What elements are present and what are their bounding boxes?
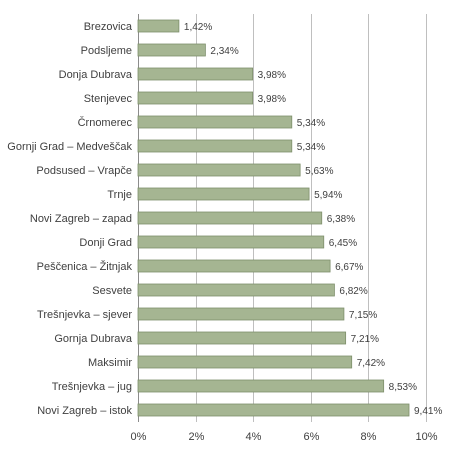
category-label: Trnje <box>107 189 132 201</box>
value-label: 6,45% <box>329 238 357 249</box>
value-label: 7,21% <box>351 334 379 345</box>
category-label: Peščenica – Žitnjak <box>37 260 133 273</box>
bar <box>137 91 254 105</box>
bar <box>137 355 353 369</box>
bar <box>137 139 293 153</box>
category-label: Trešnjevka – sjever <box>37 309 132 321</box>
category-label: Novi Zagreb – zapad <box>30 213 132 225</box>
bar <box>137 19 180 33</box>
value-label: 2,34% <box>210 46 238 57</box>
category-label: Maksimir <box>88 357 132 369</box>
value-label: 6,67% <box>335 262 363 273</box>
bar <box>137 235 325 249</box>
bar <box>137 283 335 297</box>
value-labels: 1,42% 2,34% 3,98% 3,98% 5,34% 5,34% 5,63% 5,94%… <box>184 22 443 417</box>
bar <box>137 403 410 417</box>
bar <box>137 307 345 321</box>
value-label: 3,98% <box>258 70 286 81</box>
value-label: 5,63% <box>305 166 333 177</box>
x-tick-label: 4% <box>246 431 262 443</box>
bar <box>137 43 206 57</box>
x-axis-tick-labels: 0% 2% 4% 6% 8% 10% <box>131 431 438 443</box>
bar <box>137 187 310 201</box>
category-label: Donji Grad <box>79 237 132 249</box>
category-label: Gornji Grad – Medveščak <box>7 141 132 153</box>
value-label: 9,41% <box>414 406 442 417</box>
bar <box>137 67 254 81</box>
value-label: 6,82% <box>339 286 367 297</box>
value-label: 6,38% <box>327 214 355 225</box>
value-label: 5,34% <box>297 118 325 129</box>
x-tick-label: 2% <box>189 431 205 443</box>
value-label: 5,94% <box>314 190 342 201</box>
bar <box>137 259 331 273</box>
category-label: Stenjevec <box>84 93 133 105</box>
value-label: 5,34% <box>297 142 325 153</box>
category-label: Brezovica <box>84 21 133 33</box>
x-tick-label: 6% <box>304 431 320 443</box>
category-label: Trešnjevka – jug <box>52 381 132 393</box>
value-label: 7,15% <box>349 310 377 321</box>
category-label: Gornja Dubrava <box>54 333 133 345</box>
value-label: 3,98% <box>258 94 286 105</box>
bar <box>137 163 301 177</box>
bar <box>137 211 323 225</box>
bar <box>137 379 385 393</box>
x-tick-label: 0% <box>131 431 147 443</box>
x-tick-label: 10% <box>415 431 437 443</box>
category-labels: Brezovica Podsljeme Donja Dubrava Stenjevec… <box>7 21 133 417</box>
value-label: 7,42% <box>357 358 385 369</box>
bar <box>137 331 347 345</box>
value-label: 1,42% <box>184 22 212 33</box>
bars <box>137 19 410 417</box>
category-label: Podsused – Vrapče <box>36 165 132 177</box>
category-label: Črnomerec <box>78 116 133 129</box>
value-label: 8,53% <box>389 382 417 393</box>
category-label: Novi Zagreb – istok <box>37 405 132 417</box>
category-label: Podsljeme <box>81 45 132 57</box>
x-tick-label: 8% <box>361 431 377 443</box>
bar <box>137 115 293 129</box>
category-label: Donja Dubrava <box>59 69 133 81</box>
category-label: Sesvete <box>92 285 132 297</box>
